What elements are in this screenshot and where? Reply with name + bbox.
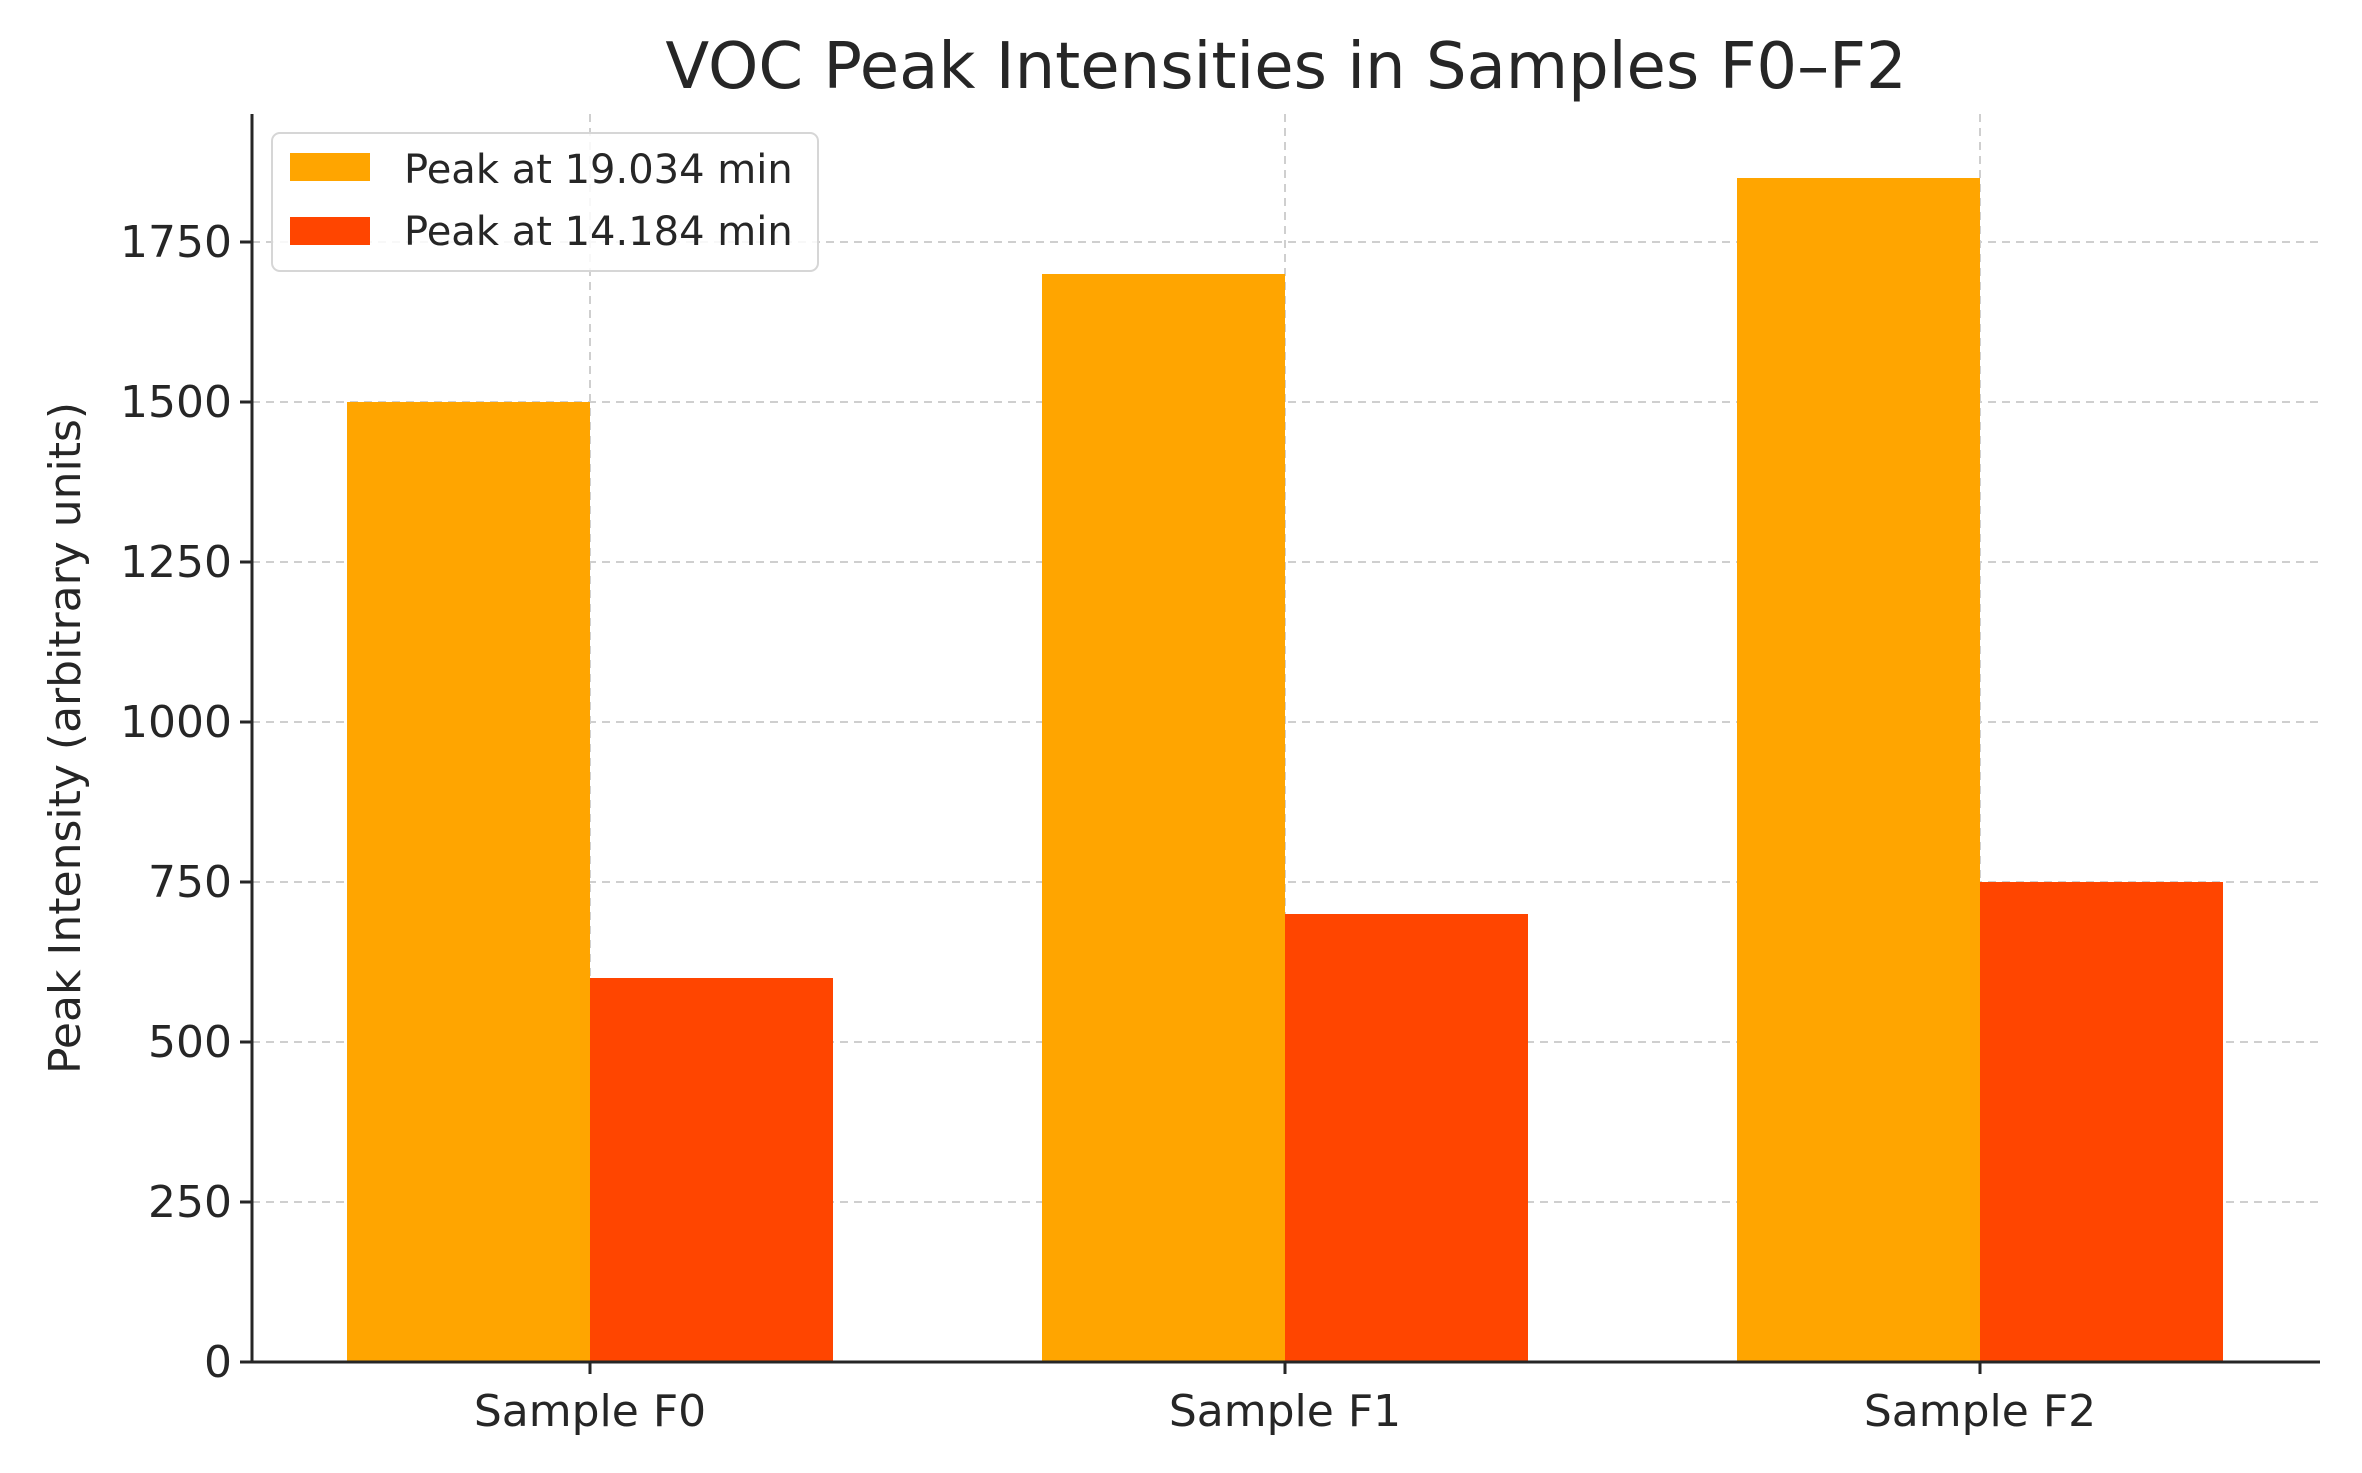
legend-box	[271, 132, 819, 272]
bar-sample-f1-series-0	[1042, 274, 1285, 1362]
legend-label-peak-19034: Peak at 19.034 min	[404, 147, 793, 193]
y-tick-label: 1500	[120, 377, 232, 428]
y-tick-label: 1000	[120, 697, 232, 748]
y-tick-label: 750	[148, 857, 232, 908]
chart-title: VOC Peak Intensities in Samples F0–F2	[665, 30, 1906, 104]
x-tick-label: Sample F0	[474, 1386, 706, 1437]
bars	[347, 178, 2223, 1362]
legend-swatch-peak-14184	[290, 217, 370, 245]
y-axis-label: Peak Intensity (arbitrary units)	[40, 402, 91, 1074]
y-tick-label: 1750	[120, 217, 232, 268]
bar-sample-f0-series-0	[347, 402, 590, 1362]
bar-sample-f0-series-1	[590, 978, 833, 1362]
y-tick-label: 1250	[120, 537, 232, 588]
legend-swatch-peak-19034	[290, 153, 370, 181]
y-tick-label: 250	[148, 1177, 232, 1228]
legend-label-peak-14184: Peak at 14.184 min	[404, 209, 793, 255]
x-tick-label: Sample F2	[1864, 1386, 2096, 1437]
bar-sample-f2-series-0	[1737, 178, 1980, 1362]
y-ticks: 0 250 500 750 1000 1250 1500 1750	[120, 217, 252, 1388]
legend: Peak at 19.034 min Peak at 14.184 min	[271, 132, 819, 272]
x-tick-label: Sample F1	[1169, 1386, 1401, 1437]
y-tick-label: 500	[148, 1017, 232, 1068]
bar-sample-f2-series-1	[1980, 882, 2223, 1362]
y-tick-label: 0	[204, 1337, 232, 1388]
bar-sample-f1-series-1	[1285, 914, 1528, 1362]
x-ticks: Sample F0 Sample F1 Sample F2	[474, 1362, 2096, 1437]
